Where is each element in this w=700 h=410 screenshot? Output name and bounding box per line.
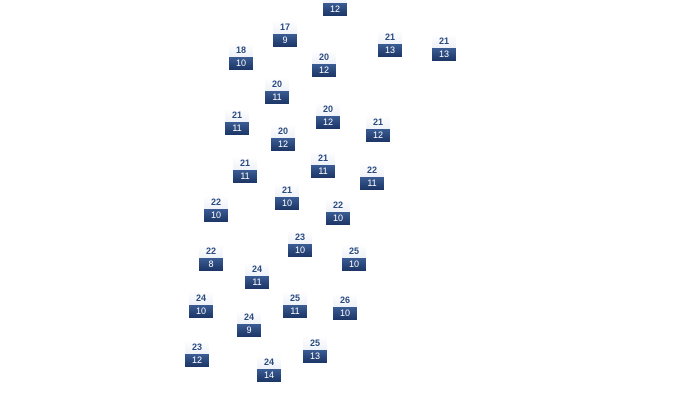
tile: 21 11 xyxy=(233,157,257,183)
tile: 23 12 xyxy=(185,341,209,367)
bottom-value: 14 xyxy=(257,369,281,382)
tile: 21 10 xyxy=(275,184,299,210)
tile: 22 8 xyxy=(199,245,223,271)
tile: 18 10 xyxy=(229,44,253,70)
bottom-value: 12 xyxy=(185,354,209,367)
tile: 24 10 xyxy=(189,292,213,318)
tile: 22 11 xyxy=(360,164,384,190)
top-value: 22 xyxy=(204,196,228,209)
top-value: 22 xyxy=(326,199,350,212)
top-value: 21 xyxy=(366,116,390,129)
top-value: 21 xyxy=(378,31,402,44)
tile: 20 12 xyxy=(316,103,340,129)
bottom-value: 11 xyxy=(360,177,384,190)
top-value: 22 xyxy=(360,164,384,177)
top-value: 17 xyxy=(273,21,297,34)
bottom-value: 11 xyxy=(225,122,249,135)
top-value: 21 xyxy=(275,184,299,197)
bottom-value: 12 xyxy=(312,64,336,77)
tile: 25 13 xyxy=(303,337,327,363)
bottom-value: 12 xyxy=(316,116,340,129)
bottom-value: 12 xyxy=(323,3,347,16)
top-value: 24 xyxy=(237,311,261,324)
tile: 21 13 xyxy=(378,31,402,57)
top-value: 20 xyxy=(316,103,340,116)
bottom-value: 11 xyxy=(311,165,335,178)
bottom-value: 11 xyxy=(233,170,257,183)
tile: 21 12 xyxy=(366,116,390,142)
bottom-value: 12 xyxy=(366,129,390,142)
top-value: 23 xyxy=(288,231,312,244)
tile: 26 10 xyxy=(333,294,357,320)
tile: 20 12 xyxy=(271,125,295,151)
bottom-value: 11 xyxy=(245,276,269,289)
top-value: 23 xyxy=(185,341,209,354)
tile: 21 11 xyxy=(225,109,249,135)
bottom-value: 10 xyxy=(204,209,228,222)
bottom-value: 10 xyxy=(288,244,312,257)
bottom-value: 10 xyxy=(333,307,357,320)
tile: 24 11 xyxy=(245,263,269,289)
top-value: 20 xyxy=(271,125,295,138)
bottom-value: 8 xyxy=(199,258,223,271)
top-value: 25 xyxy=(303,337,327,350)
top-value: 22 xyxy=(199,245,223,258)
tile: 17 9 xyxy=(273,21,297,47)
tile: 24 14 xyxy=(257,356,281,382)
bottom-value: 13 xyxy=(378,44,402,57)
bottom-value: 10 xyxy=(326,212,350,225)
tile: 21 13 xyxy=(432,35,456,61)
tile: 25 11 xyxy=(283,292,307,318)
bottom-value: 11 xyxy=(283,305,307,318)
top-value: 21 xyxy=(432,35,456,48)
bottom-value: 10 xyxy=(342,258,366,271)
top-value: 20 xyxy=(265,78,289,91)
bottom-value: 9 xyxy=(273,34,297,47)
bottom-value: 13 xyxy=(432,48,456,61)
top-value: 21 xyxy=(311,152,335,165)
tile: 25 10 xyxy=(342,245,366,271)
tile: 21 11 xyxy=(311,152,335,178)
bottom-value: 10 xyxy=(189,305,213,318)
tile: 22 10 xyxy=(326,199,350,225)
top-value: 18 xyxy=(229,44,253,57)
top-value: 20 xyxy=(312,51,336,64)
tile: 20 11 xyxy=(265,78,289,104)
top-value: 19 xyxy=(323,0,347,3)
tile: 24 9 xyxy=(237,311,261,337)
bottom-value: 10 xyxy=(275,197,299,210)
bottom-value: 11 xyxy=(265,91,289,104)
top-value: 21 xyxy=(233,157,257,170)
bottom-value: 10 xyxy=(229,57,253,70)
tile: 20 12 xyxy=(312,51,336,77)
tile: 1912 xyxy=(323,0,347,16)
top-value: 25 xyxy=(342,245,366,258)
bottom-value: 12 xyxy=(271,138,295,151)
top-value: 25 xyxy=(283,292,307,305)
top-value: 26 xyxy=(333,294,357,307)
top-value: 24 xyxy=(245,263,269,276)
top-value: 21 xyxy=(225,109,249,122)
tile: 22 10 xyxy=(204,196,228,222)
top-value: 24 xyxy=(257,356,281,369)
tile: 23 10 xyxy=(288,231,312,257)
bottom-value: 13 xyxy=(303,350,327,363)
top-value: 24 xyxy=(189,292,213,305)
bottom-value: 9 xyxy=(237,324,261,337)
